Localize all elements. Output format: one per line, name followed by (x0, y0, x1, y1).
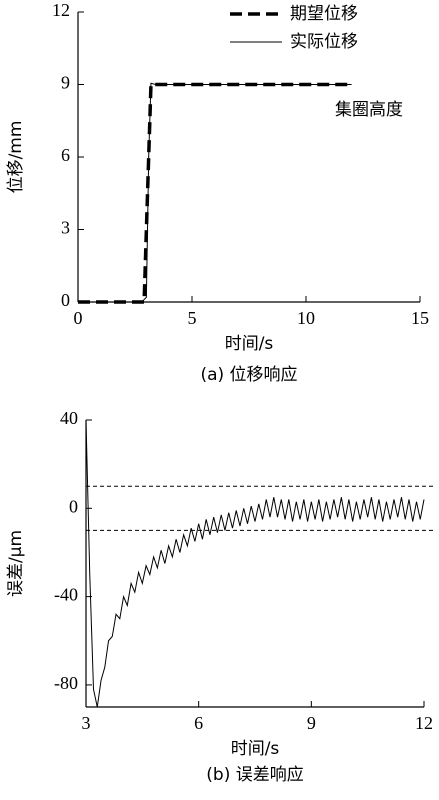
x-tick-label: 5 (188, 308, 197, 328)
caption: (a) 位移响应 (200, 365, 297, 385)
caption: (b) 误差响应 (206, 765, 303, 785)
legend-label: 期望位移 (290, 4, 358, 24)
x-axis-label: 时间/s (225, 334, 274, 354)
y-axis-label: 位移/mm (6, 121, 26, 194)
y-tick-label: 3 (61, 218, 70, 238)
x-axis-label: 时间/s (231, 739, 280, 759)
x-tick-label: 9 (307, 713, 316, 733)
x-tick-label: 0 (74, 308, 83, 328)
legend-label: 实际位移 (290, 32, 358, 52)
data-line (78, 82, 352, 303)
data-line (85, 419, 425, 708)
data-line (78, 82, 352, 304)
x-tick-label: 3 (82, 713, 91, 733)
y-tick-label: -80 (54, 673, 78, 693)
y-tick-label: 9 (61, 73, 70, 93)
y-tick-label: 12 (52, 0, 70, 20)
y-tick-label: 0 (69, 496, 78, 516)
y-tick-label: 40 (60, 408, 78, 428)
x-tick-label: 15 (411, 308, 429, 328)
y-tick-label: -40 (54, 585, 78, 605)
y-axis-label: 误差/μm (6, 530, 26, 597)
y-tick-label: 0 (61, 290, 70, 310)
x-tick-label: 6 (194, 713, 203, 733)
y-tick-label: 6 (61, 145, 70, 165)
x-tick-label: 12 (415, 713, 433, 733)
annotation: 集圈高度 (335, 100, 403, 120)
x-tick-label: 10 (297, 308, 315, 328)
